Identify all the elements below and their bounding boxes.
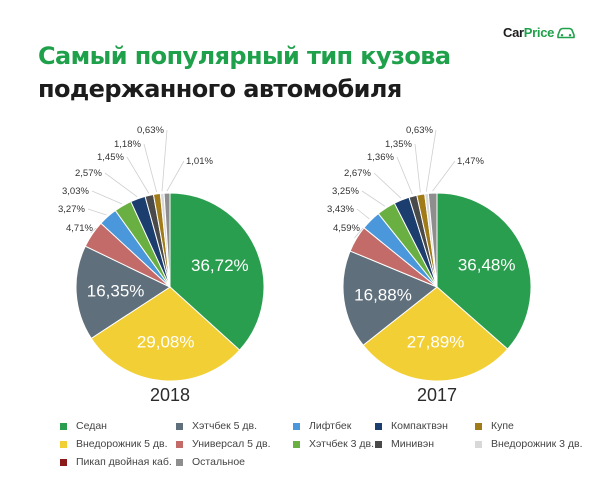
title-line-2: подержанного автомобиля xyxy=(38,75,402,103)
slice-value-label: 4,71% xyxy=(66,223,93,234)
legend-item: Универсал 5 дв. xyxy=(176,438,271,450)
leader-line xyxy=(373,172,402,199)
slice-value-label: 3,27% xyxy=(58,204,85,215)
slice-value-label: 1,47% xyxy=(457,156,484,167)
slice-value-label: 1,18% xyxy=(114,139,141,150)
leader-line xyxy=(432,160,456,192)
pie-chart-2018: 36,72% 29,08% 16,35% 4,71% 3,27% 3,03% 2,57% 1,… xyxy=(58,125,265,405)
slice-value-label: 4,59% xyxy=(333,223,360,234)
legend-swatch xyxy=(293,422,300,430)
legend-label: Хэтчбек 3 дв. xyxy=(309,438,375,450)
pie-slice xyxy=(436,192,532,350)
leader-line xyxy=(414,143,421,193)
slice-value-label: 16,88% xyxy=(354,285,412,304)
leader-line xyxy=(354,227,364,239)
pie-slice xyxy=(362,286,509,382)
slice-value-label: 3,43% xyxy=(327,204,354,215)
legend-item: Минивэн xyxy=(375,438,434,450)
legend-swatch xyxy=(293,440,300,448)
slice-value-label: 1,35% xyxy=(385,139,412,150)
legend-label: Купе xyxy=(491,420,514,432)
pie-chart-2017: 36,48% 27,89% 16,88% 4,59% 3,43% 3,25% 2,67% 1,… xyxy=(327,125,532,405)
legend-label: Универсал 5 дв. xyxy=(192,438,271,450)
leader-line xyxy=(90,227,97,234)
legend-item: Внедорожник 3 дв. xyxy=(475,438,583,450)
pie-charts: 36,72% 29,08% 16,35% 4,71% 3,27% 3,03% 2,57% 1,… xyxy=(58,125,532,405)
slice-value-label: 1,45% xyxy=(97,152,124,163)
leader-line xyxy=(87,208,107,216)
leader-line xyxy=(143,143,157,193)
leader-line xyxy=(396,156,413,195)
chart-year-label: 2017 xyxy=(417,385,457,405)
legend-swatch xyxy=(60,422,67,430)
legend-label: Минивэн xyxy=(391,438,435,450)
legend-label: Хэтчбек 5 дв. xyxy=(192,420,258,432)
slice-value-label: 36,48% xyxy=(458,256,516,275)
slice-value-label: 27,89% xyxy=(407,333,465,352)
slice-value-label: 16,35% xyxy=(87,282,145,301)
slice-value-label: 29,08% xyxy=(137,332,195,351)
legend-label: Остальное xyxy=(192,456,246,468)
legend-item: Внедорожник 5 дв. xyxy=(60,438,168,450)
pie-slice xyxy=(75,245,172,340)
chart-year-label: 2018 xyxy=(150,385,190,405)
leader-line xyxy=(104,172,138,198)
legend-item: Пикап двойная каб. xyxy=(60,456,172,468)
legend-swatch xyxy=(60,458,67,466)
legend-swatch xyxy=(60,440,67,448)
legend-label: Внедорожник 3 дв. xyxy=(491,438,583,450)
legend-item: Компактвэн xyxy=(375,420,448,432)
legend-item: Лифтбек xyxy=(293,420,351,432)
slice-value-label: 2,57% xyxy=(75,168,102,179)
legend-swatch xyxy=(375,440,382,448)
legend-label: Пикап двойная каб. xyxy=(76,456,172,468)
legend-label: Компактвэн xyxy=(391,420,448,432)
legend-swatch xyxy=(375,422,382,430)
leader-line xyxy=(166,160,185,192)
leader-line xyxy=(361,190,386,207)
legend-item: Седан xyxy=(60,420,107,432)
pie-slice xyxy=(342,250,438,346)
slice-value-label: 1,01% xyxy=(186,156,213,167)
pie-slice xyxy=(169,192,265,351)
slice-value-label: 3,03% xyxy=(62,186,89,197)
slice-value-label: 2,67% xyxy=(344,168,371,179)
leader-line xyxy=(126,156,150,194)
legend-swatch xyxy=(176,440,183,448)
legend-label: Лифтбек xyxy=(309,420,352,432)
leader-line xyxy=(91,190,123,205)
slice-value-label: 1,36% xyxy=(367,152,394,163)
carprice-logo: CarPrice xyxy=(503,25,576,40)
page-title: Самый популярный тип кузова подержанного… xyxy=(38,40,451,106)
legend-item: Хэтчбек 5 дв. xyxy=(176,420,257,432)
legend-label: Внедорожник 5 дв. xyxy=(76,438,168,450)
title-line-1: Самый популярный тип кузова xyxy=(38,42,451,70)
legend-label: Седан xyxy=(76,420,107,432)
slice-value-label: 0,63% xyxy=(137,125,164,136)
legend-swatch xyxy=(176,458,183,466)
legend-item: Хэтчбек 3 дв. xyxy=(293,438,374,450)
leader-line xyxy=(425,129,437,192)
car-icon xyxy=(557,27,575,38)
legend-swatch xyxy=(176,422,183,430)
pie-slice xyxy=(427,192,438,288)
leader-line xyxy=(161,129,168,192)
logo-text: CarPrice xyxy=(503,25,555,40)
slice-value-label: 0,63% xyxy=(406,125,433,136)
pie-slice xyxy=(163,192,171,288)
leader-line xyxy=(356,208,370,220)
legend-swatch xyxy=(475,440,482,448)
legend-item: Остальное xyxy=(176,456,245,468)
legend-item: Купе xyxy=(475,420,514,432)
pie-slice xyxy=(90,286,241,382)
slice-value-label: 3,25% xyxy=(332,186,359,197)
legend-swatch xyxy=(475,422,482,430)
slice-value-label: 36,72% xyxy=(191,256,249,275)
